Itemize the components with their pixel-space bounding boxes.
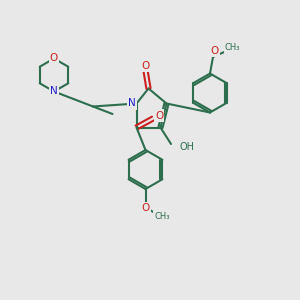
Text: O: O <box>141 61 150 71</box>
Text: O: O <box>155 110 163 121</box>
Text: N: N <box>50 86 58 97</box>
Text: CH₃: CH₃ <box>154 212 170 221</box>
Text: OH: OH <box>180 142 195 152</box>
Text: CH₃: CH₃ <box>225 44 240 52</box>
Text: N: N <box>128 98 136 109</box>
Text: O: O <box>210 46 219 56</box>
Text: O: O <box>141 202 150 213</box>
Text: O: O <box>50 53 58 64</box>
